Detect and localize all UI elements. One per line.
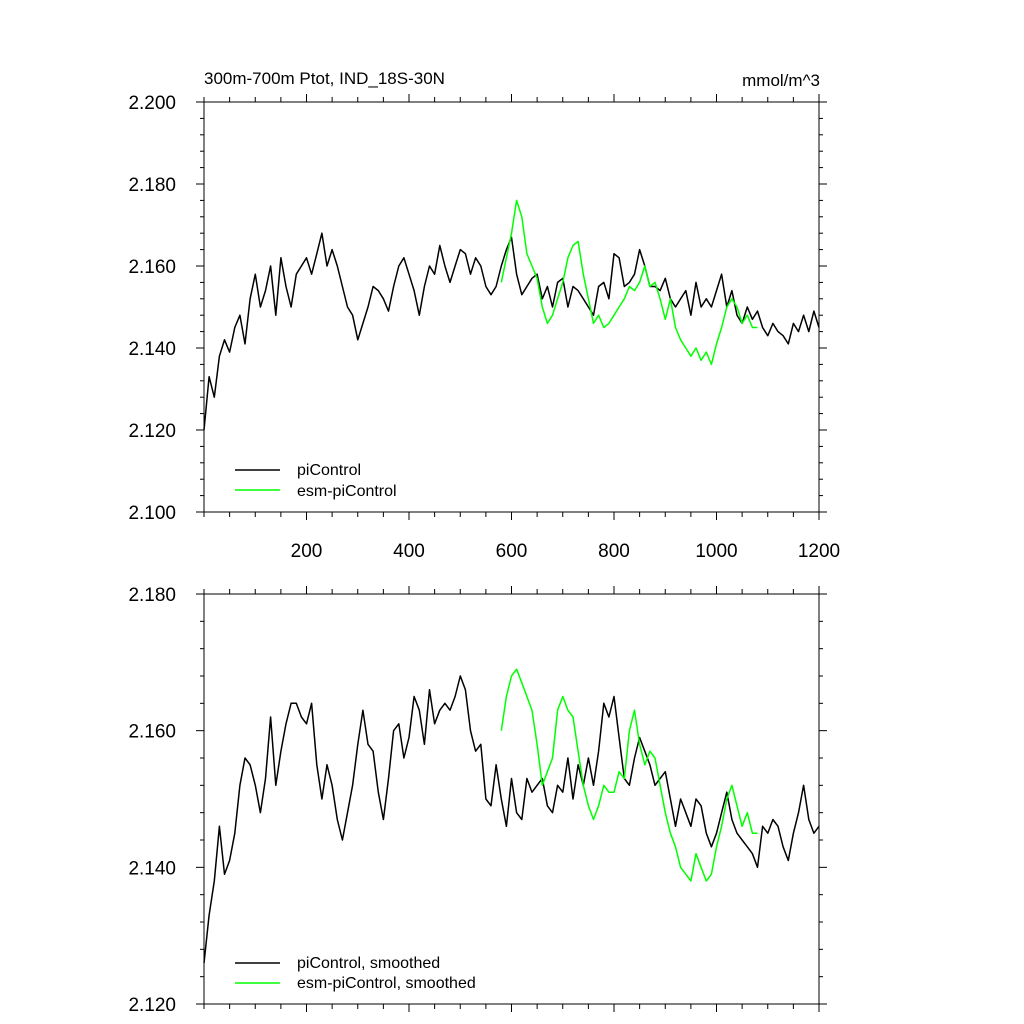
y-tick-label: 2.180 — [128, 585, 176, 606]
legend-label-picontrol: piControl — [297, 462, 361, 479]
ticks-bottom — [196, 586, 827, 1012]
chart-title: 300m-700m Ptot, IND_18S-30N — [204, 69, 445, 88]
x-tick-label: 800 — [598, 541, 630, 562]
y-tick-label: 2.200 — [128, 93, 176, 114]
x-tick-label: 200 — [291, 541, 323, 562]
y-tick-label: 2.160 — [128, 257, 176, 278]
chart-panel-top: 300m-700m Ptot, IND_18S-30N mmol/m^3 2.1… — [128, 69, 840, 562]
ticks-top — [196, 94, 827, 520]
y-tick-label: 2.120 — [128, 421, 176, 442]
y-tick-label: 2.140 — [128, 858, 176, 879]
series-bottom — [203, 668, 820, 964]
x-tick-label: 1200 — [798, 541, 840, 562]
x-tick-label: 1000 — [695, 541, 737, 562]
y-tick-label: 2.120 — [128, 995, 176, 1016]
chart-units: mmol/m^3 — [742, 71, 820, 90]
legend-label-esm-picontrol: esm-piControl — [297, 483, 397, 500]
legend-top: piControl esm-piControl — [235, 462, 397, 500]
chart-panel-bottom: 2.120 2.140 2.160 2.180 piControl, smoothed… — [128, 585, 827, 1016]
legend-label-picontrol-smoothed: piControl, smoothed — [297, 955, 440, 972]
y-tick-label: 2.180 — [128, 175, 176, 196]
legend-label-esm-picontrol-smoothed: esm-piControl, smoothed — [297, 975, 476, 992]
y-tick-labels-top: 2.100 2.120 2.140 2.160 2.180 2.200 — [128, 93, 176, 524]
y-tick-label: 2.140 — [128, 339, 176, 360]
series-line-esm-picontrol — [500, 199, 758, 366]
y-tick-labels-bottom: 2.120 2.140 2.160 2.180 — [128, 585, 176, 1016]
series-line-picontrol — [203, 232, 820, 431]
legend-bottom: piControl, smoothed esm-piControl, smoot… — [235, 955, 476, 992]
x-tick-label: 400 — [393, 541, 425, 562]
x-tick-labels-top: 200 400 600 800 1000 1200 — [291, 541, 840, 562]
x-tick-label: 600 — [496, 541, 528, 562]
y-tick-label: 2.100 — [128, 503, 176, 524]
series-line-esm-picontrol-smoothed — [500, 668, 758, 882]
series-top — [203, 199, 820, 431]
y-tick-label: 2.160 — [128, 722, 176, 743]
series-line-picontrol-smoothed — [203, 675, 820, 964]
